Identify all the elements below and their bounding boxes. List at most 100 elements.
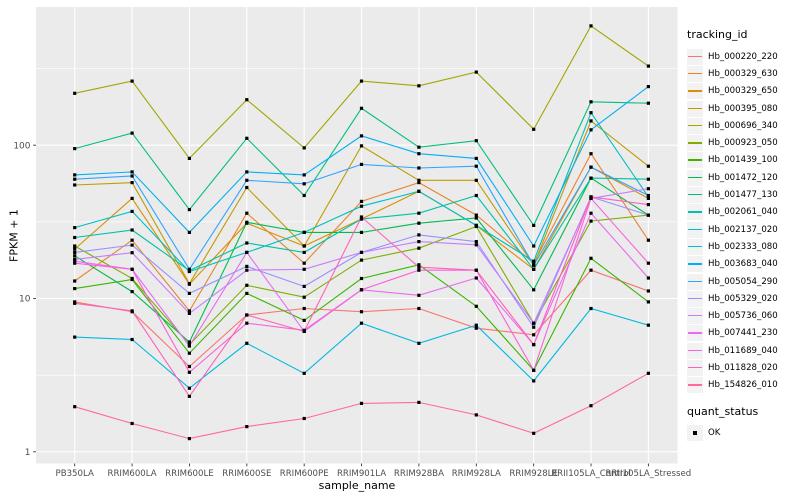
data-point [417,221,421,225]
data-point [73,244,77,248]
data-point [302,173,306,177]
data-point [359,258,364,262]
data-point [187,437,191,441]
data-point [532,321,536,325]
data-point [474,268,478,272]
data-point [646,177,650,181]
data-point [646,101,650,105]
legend: tracking_id Hb_000220_220 Hb_000329_630 Hb… [687,28,800,441]
legend-entry-Hb_005329_020: Hb_005329_020 [687,290,800,307]
legend-entry-Hb_154826_010: Hb_154826_010 [687,377,800,394]
legend-entry-Hb_000329_630: Hb_000329_630 [687,65,800,82]
data-point [646,213,650,217]
data-point [130,277,134,282]
line-swatch-icon [688,297,702,300]
x-tick-label: RRIM901LA [337,469,386,479]
data-point [187,386,191,390]
data-point [532,263,536,267]
data-point [646,261,650,265]
data-point [302,306,306,311]
data-point [245,211,249,215]
legend-key-swatch [687,65,703,82]
legend-entry-Hb_001477_130: Hb_001477_130 [687,186,800,204]
line-swatch-icon [688,72,702,75]
legend-key-swatch [687,83,703,100]
data-point [245,264,249,268]
legend-key-swatch [687,187,703,204]
data-point [245,250,249,254]
data-point [302,182,306,186]
line-swatch-icon [688,211,702,213]
data-point [359,310,364,314]
data-point [245,283,249,287]
legend-entry-label: Hb_002333_080 [708,241,778,252]
data-point [130,238,134,242]
data-point [474,164,478,168]
data-point [302,318,306,322]
data-point [73,279,77,283]
x-tick-label: RRII105LA_Control [551,469,631,479]
data-point [73,301,77,305]
data-point [417,189,421,193]
data-point [187,291,191,295]
line-swatch-icon [688,228,702,230]
data-point [589,152,593,156]
legend-key-swatch [687,135,703,152]
legend-entries: Hb_000220_220 Hb_000329_630 Hb_000329_650 H… [687,48,800,394]
data-point [73,235,77,240]
data-point [474,70,478,74]
legend-entry-label: Hb_000329_630 [708,68,778,79]
data-point [245,178,249,182]
legend-entry-label: Hb_005329_020 [708,293,778,304]
data-point [359,230,364,234]
line-swatch-icon [688,280,702,282]
data-point [245,185,249,190]
legend-key-swatch [687,152,703,169]
data-point [417,145,421,149]
data-point [474,243,478,247]
legend-key-swatch [687,290,703,307]
data-point [532,259,536,263]
legend-key-swatch [687,221,703,238]
legend-key-swatch [687,100,703,117]
data-point [187,351,191,355]
legend-entry-label: Hb_011689_040 [708,345,778,356]
data-point [532,288,536,292]
data-point [589,119,593,123]
data-point [187,269,191,274]
legend-entry-Hb_000696_340: Hb_000696_340 [687,117,800,134]
legend-key-swatch [687,48,703,65]
data-point [532,368,536,372]
line-swatch-icon [688,366,702,369]
data-point [73,261,77,265]
legend-entry-Hb_003683_040: Hb_003683_040 [687,256,800,273]
data-point [359,199,364,203]
data-point [245,268,249,272]
data-point [417,240,421,244]
data-point [474,223,478,227]
data-point [359,144,364,148]
data-point [245,241,249,245]
data-point [130,267,134,271]
data-point [589,404,593,408]
data-point [589,306,593,311]
data-point [187,267,191,271]
data-point [245,291,249,295]
legend-entry-label: Hb_000395_080 [708,103,778,114]
data-point [130,243,134,247]
data-point [532,127,536,131]
line-swatch-icon [688,245,702,248]
data-point [359,276,364,281]
line-swatch-icon [688,332,702,334]
line-swatch-icon [688,124,702,127]
legend-entry-Hb_001439_100: Hb_001439_100 [687,152,800,169]
line-swatch-icon [688,349,702,352]
legend-key-swatch [687,204,703,221]
legend-entry-Hb_000923_050: Hb_000923_050 [687,134,800,152]
panel-background [36,7,678,464]
data-point [417,306,421,311]
line-swatch-icon [688,315,702,317]
line-swatch-icon [688,159,702,161]
